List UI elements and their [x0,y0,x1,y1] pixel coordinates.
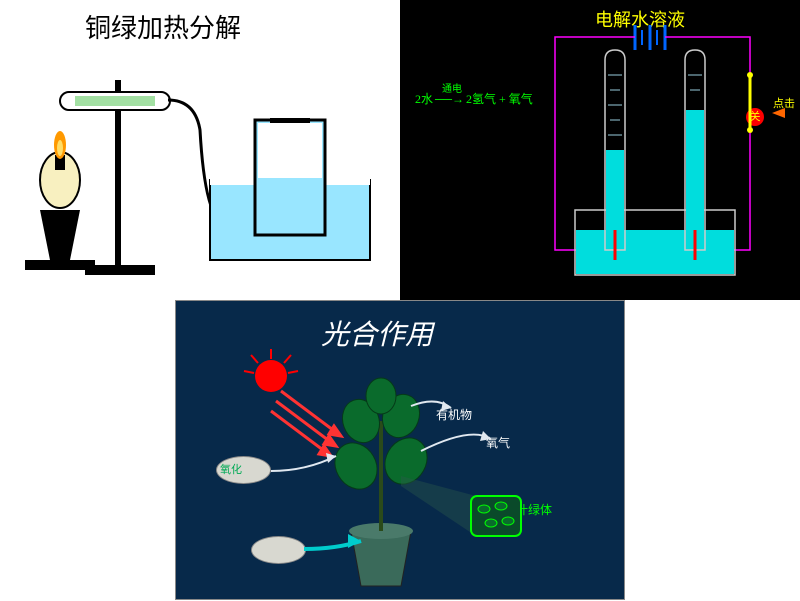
photosynthesis-diagram [176,301,626,601]
chloroplast-icon [471,496,521,536]
panel-title: 铜绿加热分解 [85,8,241,45]
sun-icon [255,360,287,392]
heating-decomposition-panel: 铜绿加热分解 [0,0,400,300]
heating-apparatus-diagram [0,0,400,300]
plant-icon [327,378,436,531]
arrow-co2-icon [271,456,336,471]
photosynthesis-panel: 光合作用 有机物 氧气 叶绿体 氧化 [175,300,625,600]
electrolysis-panel: 电解水溶液 通电 2水──→2氢气 + 氧气 点击 关 [400,0,800,300]
arrow-oxygen-icon [421,435,491,451]
zoom-cone-icon [401,476,476,536]
electrolysis-diagram [400,0,800,300]
light-rays-icon [271,391,341,456]
battery-icon [635,25,665,50]
